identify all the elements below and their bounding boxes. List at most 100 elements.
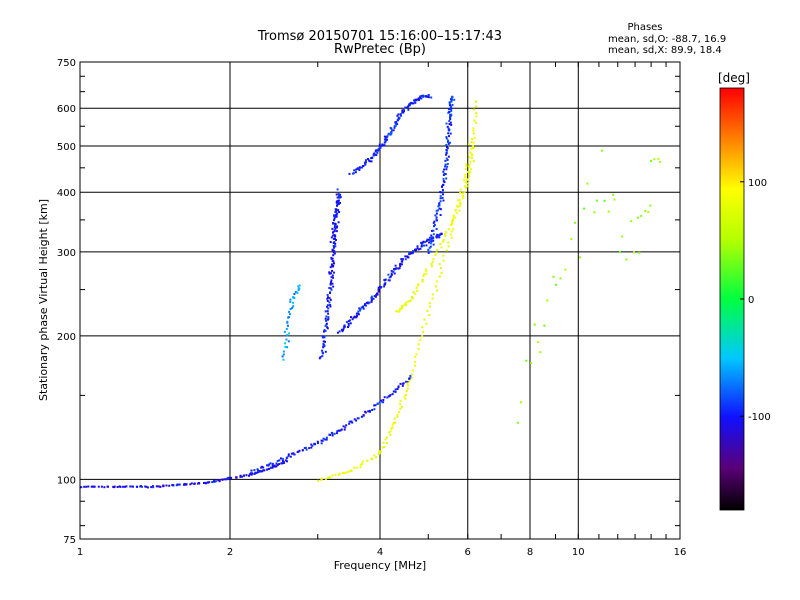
echo-point bbox=[330, 281, 332, 284]
echo-point bbox=[375, 292, 378, 295]
echo-point bbox=[288, 332, 290, 335]
echo-point bbox=[261, 465, 264, 468]
echo-point bbox=[288, 313, 291, 316]
echo-point bbox=[251, 472, 253, 475]
echo-point bbox=[297, 285, 300, 288]
echo-point bbox=[375, 294, 378, 297]
echo-point bbox=[445, 122, 448, 125]
echo-point bbox=[451, 95, 454, 98]
echo-point bbox=[113, 485, 116, 488]
echo-point bbox=[328, 272, 331, 275]
echo-point bbox=[595, 199, 598, 202]
echo-point bbox=[475, 112, 478, 115]
echo-point bbox=[445, 143, 448, 146]
echo-point bbox=[396, 388, 399, 390]
echo-point bbox=[472, 160, 475, 163]
echo-point bbox=[397, 310, 400, 313]
echo-point bbox=[151, 485, 154, 488]
echo-point bbox=[417, 283, 420, 286]
echo-point bbox=[239, 474, 242, 477]
echo-point bbox=[289, 455, 292, 458]
echo-point bbox=[647, 211, 650, 214]
echo-point bbox=[339, 193, 342, 196]
echo-point bbox=[470, 147, 473, 150]
echo-point bbox=[378, 143, 381, 146]
echo-point bbox=[438, 207, 441, 210]
echo-point bbox=[333, 215, 336, 218]
echo-point bbox=[468, 175, 471, 178]
echo-point bbox=[337, 199, 340, 202]
echo-point bbox=[401, 109, 404, 112]
echo-point bbox=[446, 125, 449, 128]
trace-series bbox=[318, 188, 342, 360]
echo-point bbox=[93, 485, 96, 488]
echo-point bbox=[407, 104, 410, 107]
echo-point bbox=[427, 96, 430, 99]
echo-point bbox=[473, 108, 475, 111]
echo-point bbox=[564, 268, 567, 271]
echo-point bbox=[546, 299, 549, 302]
echo-point bbox=[321, 336, 324, 339]
echo-point bbox=[326, 305, 329, 308]
echo-point bbox=[442, 180, 445, 183]
echo-point bbox=[399, 400, 402, 402]
echo-point bbox=[332, 231, 334, 234]
echo-point bbox=[353, 316, 356, 319]
echo-point bbox=[384, 438, 387, 441]
echo-point bbox=[519, 401, 522, 404]
echo-point bbox=[331, 265, 334, 268]
echo-point bbox=[338, 196, 341, 199]
echo-point bbox=[398, 267, 401, 270]
echo-point bbox=[447, 108, 450, 111]
echo-point bbox=[468, 165, 471, 168]
echo-point bbox=[339, 196, 342, 199]
echo-point bbox=[198, 482, 201, 485]
echo-point bbox=[439, 243, 442, 246]
trace-series bbox=[336, 232, 443, 334]
echo-point bbox=[405, 390, 408, 393]
echo-point bbox=[326, 300, 329, 302]
echo-point bbox=[475, 105, 478, 108]
echo-point bbox=[396, 123, 399, 126]
echo-point bbox=[286, 320, 289, 323]
echo-point bbox=[326, 326, 329, 329]
echo-point bbox=[381, 144, 384, 147]
echo-point bbox=[451, 222, 454, 224]
echo-point bbox=[362, 165, 365, 167]
echo-point bbox=[430, 96, 433, 99]
echo-point bbox=[271, 464, 274, 467]
echo-point bbox=[403, 395, 406, 398]
echo-point bbox=[425, 270, 428, 272]
echo-point bbox=[336, 188, 339, 191]
echo-point bbox=[347, 470, 350, 473]
echo-point bbox=[380, 399, 382, 402]
echo-point bbox=[332, 276, 334, 279]
echo-point bbox=[399, 113, 402, 116]
echo-point bbox=[331, 234, 334, 237]
echo-point bbox=[386, 396, 389, 399]
echo-point bbox=[281, 460, 284, 463]
colorbar-tick-label: 100 bbox=[748, 178, 767, 189]
echo-point bbox=[430, 242, 432, 245]
echo-point bbox=[450, 236, 453, 239]
echo-point bbox=[434, 254, 437, 256]
echo-point bbox=[449, 115, 452, 118]
echo-point bbox=[434, 285, 437, 288]
echo-point bbox=[348, 420, 351, 423]
echo-point bbox=[374, 404, 377, 407]
echo-point bbox=[356, 417, 359, 420]
echo-point bbox=[383, 135, 386, 138]
echo-point bbox=[445, 177, 448, 180]
echo-point bbox=[410, 377, 413, 380]
echo-point bbox=[438, 203, 440, 206]
echo-point bbox=[332, 271, 335, 274]
echo-point bbox=[178, 483, 181, 486]
echo-point bbox=[467, 185, 470, 188]
echo-point bbox=[658, 161, 661, 163]
echo-point bbox=[334, 242, 337, 245]
echo-point bbox=[196, 482, 199, 485]
echo-point bbox=[442, 259, 445, 262]
echo-point bbox=[435, 280, 438, 283]
echo-point bbox=[331, 269, 333, 272]
echo-point bbox=[439, 191, 442, 194]
